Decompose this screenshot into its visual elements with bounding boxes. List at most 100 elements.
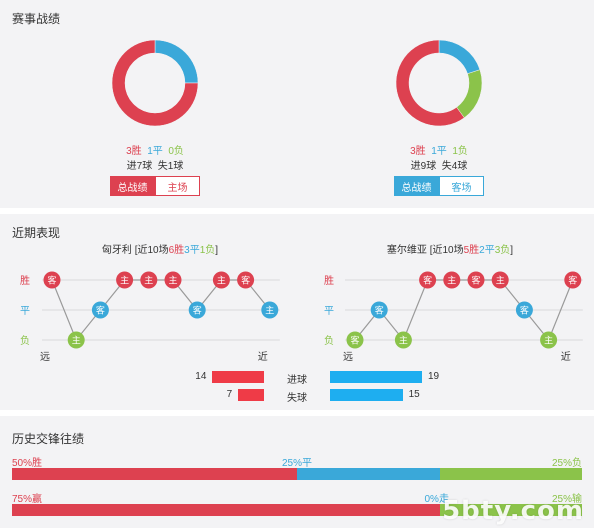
right-form-point bbox=[540, 331, 558, 349]
record-title: 赛事战绩 bbox=[12, 12, 61, 26]
left-team-d: 3平 bbox=[184, 245, 200, 256]
left-team-name: 匈牙利 bbox=[101, 245, 132, 256]
left-form-line bbox=[51, 279, 271, 342]
right-form-venue-label: 客 bbox=[520, 305, 529, 316]
left-row-label-win: 胜 bbox=[20, 275, 30, 287]
left-goals: 进7球 bbox=[126, 161, 153, 172]
left-form-point bbox=[212, 271, 230, 289]
right-row-label-win: 胜 bbox=[324, 275, 334, 287]
right-form-venue-label: 客 bbox=[375, 305, 384, 316]
right-form-point bbox=[491, 271, 509, 289]
right-form-venue-label: 主 bbox=[496, 275, 505, 286]
history-row1-draw-label: 25%平 bbox=[282, 458, 313, 469]
left-form-venue-label: 主 bbox=[120, 275, 129, 286]
right-form-venue-label: 主 bbox=[447, 275, 456, 286]
left-near-label: 近 bbox=[258, 350, 268, 363]
history-row2-loss-label: 25%输 bbox=[551, 494, 582, 505]
right-team-prefix: [近10场 bbox=[426, 245, 464, 256]
left-form-point bbox=[164, 271, 182, 289]
left-form-point bbox=[140, 271, 158, 289]
left-row-label-loss: 负 bbox=[20, 334, 30, 347]
right-team-name: 塞尔维亚 bbox=[386, 245, 427, 256]
right-losses: 1负 bbox=[452, 146, 468, 157]
right-form-point bbox=[394, 331, 412, 349]
history-row2-win-label: 75%赢 bbox=[12, 494, 43, 505]
right-goals-summary: 进9球 失4球 bbox=[389, 157, 489, 172]
right-form-line bbox=[354, 279, 574, 342]
left-wdl-summary: 3胜 1平 0负 bbox=[105, 142, 205, 157]
left-form-venue-label: 主 bbox=[72, 335, 81, 346]
left-form-point bbox=[261, 301, 279, 319]
right-goals-value: 19 bbox=[428, 371, 440, 382]
right-team-w: 5胜 bbox=[463, 245, 480, 256]
left-form-point bbox=[116, 271, 134, 289]
left-team-suffix: ] bbox=[215, 245, 219, 256]
right-form-point bbox=[370, 301, 388, 319]
right-goals-bar bbox=[330, 371, 422, 383]
history-row1-loss-bar bbox=[439, 468, 582, 480]
right-donut-draw-slice bbox=[438, 39, 481, 75]
recent-section: 近期表现 匈牙利 [近10场6胜3平1负] 塞尔维亚 [近10场5胜2平3负] … bbox=[0, 214, 594, 410]
right-team-suffix: ] bbox=[510, 245, 514, 256]
right-team-l: 3负 bbox=[494, 245, 511, 256]
right-form-venue-label: 客 bbox=[568, 275, 577, 286]
left-donut-draw-slice bbox=[154, 39, 199, 84]
left-conceded-bar bbox=[238, 389, 264, 401]
left-row-label-draw: 平 bbox=[20, 306, 30, 317]
history-title: 历史交锋往绩 bbox=[12, 432, 85, 446]
right-form-point bbox=[346, 331, 364, 349]
right-team-d: 2平 bbox=[479, 245, 495, 256]
conceded-label: 失球 bbox=[287, 393, 307, 404]
left-donut-win-slice bbox=[111, 39, 199, 127]
left-conceded: 失1球 bbox=[157, 161, 184, 172]
left-draws: 1平 bbox=[147, 146, 163, 157]
right-form-venue-label: 主 bbox=[399, 335, 408, 346]
history-row2-draw-label: 0%走 bbox=[424, 494, 449, 505]
left-form-point bbox=[237, 271, 255, 289]
right-conceded-bar bbox=[330, 389, 403, 401]
left-conceded-value: 7 bbox=[226, 389, 233, 400]
left-tab-home[interactable]: 主场 bbox=[155, 176, 200, 196]
goals-label: 进球 bbox=[287, 375, 307, 386]
right-goals: 进9球 bbox=[410, 161, 437, 172]
right-form-venue-label: 客 bbox=[350, 335, 359, 346]
right-form-point bbox=[443, 271, 461, 289]
left-team-l: 1负 bbox=[199, 245, 216, 256]
right-draws: 1平 bbox=[431, 146, 447, 157]
right-form-point bbox=[564, 271, 582, 289]
right-form-venue-label: 客 bbox=[423, 275, 432, 286]
right-tab-away[interactable]: 客场 bbox=[439, 176, 484, 196]
left-form-venue-label: 主 bbox=[265, 305, 274, 316]
left-form-venue-label: 客 bbox=[193, 305, 202, 316]
right-wdl-summary: 3胜 1平 1负 bbox=[389, 142, 489, 157]
left-form-venue-label: 客 bbox=[96, 305, 105, 316]
left-team-header: 匈牙利 [近10场6胜3平1负] bbox=[40, 241, 280, 256]
right-form-point bbox=[467, 271, 485, 289]
right-wins: 3胜 bbox=[410, 146, 426, 157]
left-form-venue-label: 主 bbox=[217, 275, 226, 286]
left-team-w: 6胜 bbox=[168, 245, 185, 256]
left-form-venue-label: 客 bbox=[241, 275, 250, 286]
left-far-label: 远 bbox=[40, 351, 50, 363]
left-tab-overall[interactable]: 总战绩 bbox=[110, 176, 155, 196]
left-team-prefix: [近10场 bbox=[131, 245, 169, 256]
right-form-chart: 胜平负 客客主客主客主客主客远近 bbox=[324, 271, 583, 363]
history-row2-win-bar bbox=[12, 504, 440, 516]
left-form-venue-label: 主 bbox=[144, 275, 153, 286]
left-goals-summary: 进7球 失1球 bbox=[105, 157, 205, 172]
recent-title: 近期表现 bbox=[12, 226, 61, 240]
right-near-label: 近 bbox=[561, 350, 571, 363]
right-conceded: 失4球 bbox=[441, 161, 468, 172]
right-team-header: 塞尔维亚 [近10场5胜2平3负] bbox=[330, 241, 570, 256]
right-donut-loss-slice bbox=[456, 69, 483, 119]
right-conceded-value: 15 bbox=[408, 389, 420, 400]
left-losses: 0负 bbox=[168, 146, 184, 157]
left-form-point bbox=[91, 301, 109, 319]
right-tab-overall[interactable]: 总战绩 bbox=[394, 176, 439, 196]
right-far-label: 远 bbox=[343, 351, 353, 363]
left-form-point bbox=[67, 331, 85, 349]
right-row-label-loss: 负 bbox=[324, 334, 334, 347]
left-form-venue-label: 主 bbox=[168, 275, 177, 286]
record-section: 赛事战绩 3胜 1平 0负 进7球 失1球 总战绩 主场 3胜 1平 1负 进9… bbox=[0, 0, 594, 208]
watermark-logo: 5bty.com bbox=[442, 496, 584, 526]
